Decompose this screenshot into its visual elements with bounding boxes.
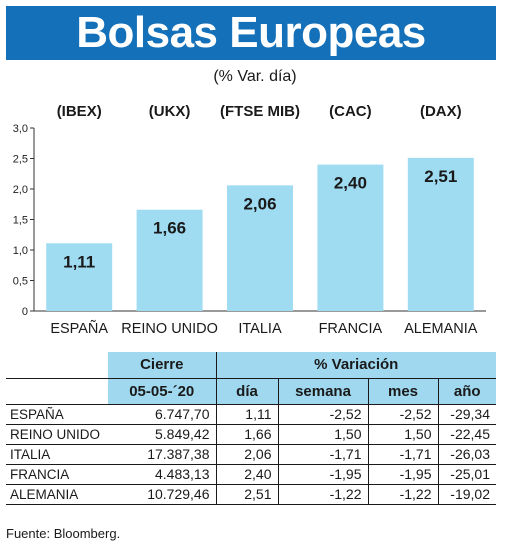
y-tick-label: 0 (22, 306, 28, 318)
cell-ano: -26,03 (437, 443, 496, 464)
table-header-row-1: Cierre % Variación (6, 352, 496, 379)
header-date: 05-05-´20 (108, 378, 216, 404)
index-label: (UKX) (149, 103, 191, 120)
bar (407, 157, 474, 311)
y-tick-label: 0,5 (13, 276, 28, 288)
table-row: ITALIA 17.387,38 2,06 -1,71 -1,71 -26,03 (6, 443, 496, 464)
data-label: 1,66 (153, 219, 186, 238)
cell-mes: 1,50 (367, 423, 438, 444)
index-label: (FTSE MIB) (220, 103, 300, 120)
data-label: 2,40 (334, 174, 367, 193)
category-label: ITALIA (238, 321, 282, 337)
cell-semana: -1,22 (277, 483, 368, 505)
chart-subtitle: (% Var. día) (213, 68, 297, 85)
cell-cierre: 17.387,38 (108, 443, 216, 464)
bar (136, 209, 203, 311)
bar-chart: 0 0,5 1,0 1,5 2,0 2,5 3,0 1,11 (IBEX) ESPAÑA 1,66 (… (13, 103, 486, 337)
y-tick-label: 1,0 (13, 245, 28, 257)
cell-dia: 2,51 (215, 483, 278, 505)
cell-cierre: 10.729,46 (108, 483, 216, 505)
markets-table: Cierre % Variación 05-05-´20 día semana … (6, 352, 496, 505)
bar (317, 164, 384, 311)
cell-name: FRANCIA (6, 463, 108, 484)
cell-name: ESPAÑA (6, 403, 108, 424)
y-tick-label: 2,5 (13, 154, 28, 166)
table-header-row-2: 05-05-´20 día semana mes año (6, 378, 496, 404)
cell-dia: 1,66 (215, 423, 278, 444)
y-tick-label: 2,0 (13, 184, 28, 196)
cell-cierre: 6.747,70 (108, 403, 216, 424)
cell-mes: -1,22 (367, 483, 438, 505)
category-label: REINO UNIDO (121, 321, 218, 337)
category-label: ALEMANIA (404, 321, 478, 337)
index-label: (CAC) (329, 103, 372, 120)
source-note: Fuente: Bloomberg. (6, 526, 121, 541)
bar (46, 243, 113, 311)
bar (227, 185, 293, 311)
chart-title: Bolsas Europeas (76, 8, 426, 57)
header-variacion: % Variación (215, 352, 496, 379)
data-label: 2,06 (243, 194, 276, 213)
data-label: 1,11 (63, 252, 95, 271)
index-label: (IBEX) (57, 103, 102, 120)
cell-cierre: 4.483,13 (108, 463, 216, 484)
cell-cierre: 5.849,42 (108, 423, 216, 444)
cell-ano: -25,01 (437, 463, 496, 484)
header-mes: mes (367, 378, 438, 404)
cell-name: ALEMANIA (6, 483, 108, 505)
y-tick-label: 3,0 (13, 123, 28, 135)
category-label: FRANCIA (319, 321, 383, 337)
cell-mes: -1,71 (367, 443, 438, 464)
header-dia: día (215, 378, 278, 404)
cell-semana: -1,95 (277, 463, 368, 484)
index-label: (DAX) (420, 103, 462, 120)
cell-dia: 2,40 (215, 463, 278, 484)
header-ano: año (437, 378, 496, 404)
cell-dia: 1,11 (215, 403, 278, 424)
cell-ano: -22,45 (437, 423, 496, 444)
header-cierre: Cierre (108, 352, 216, 379)
table-row: FRANCIA 4.483,13 2,40 -1,95 -1,95 -25,01 (6, 463, 496, 484)
table-row: ESPAÑA 6.747,70 1,11 -2,52 -2,52 -29,34 (6, 403, 496, 424)
cell-ano: -29,34 (437, 403, 496, 424)
cell-name: REINO UNIDO (6, 423, 108, 444)
cell-dia: 2,06 (215, 443, 278, 464)
cell-mes: -2,52 (367, 403, 438, 424)
y-tick-label: 1,5 (13, 215, 28, 227)
cell-semana: -2,52 (277, 403, 368, 424)
data-label: 2,51 (424, 167, 457, 186)
table-row: REINO UNIDO 5.849,42 1,66 1,50 1,50 -22,45 (6, 423, 496, 444)
table-row: ALEMANIA 10.729,46 2,51 -1,22 -1,22 -19,02 (6, 483, 496, 505)
header-semana: semana (277, 378, 368, 404)
cell-semana: 1,50 (277, 423, 368, 444)
cell-name: ITALIA (6, 443, 108, 464)
cell-ano: -19,02 (437, 483, 496, 505)
title-banner: Bolsas Europeas (6, 6, 496, 60)
cell-mes: -1,95 (367, 463, 438, 484)
category-label: ESPAÑA (50, 320, 108, 337)
cell-semana: -1,71 (277, 443, 368, 464)
